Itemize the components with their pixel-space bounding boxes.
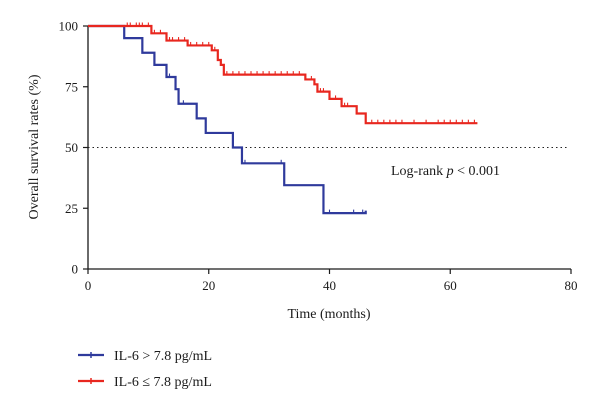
x-tick-label: 60 (444, 278, 457, 293)
series-layer (88, 22, 478, 215)
x-ticks: 0 20 40 60 80 (85, 269, 578, 293)
y-tick-label: 75 (65, 79, 78, 94)
y-tick-label: 0 (72, 262, 79, 277)
legend-label-low: IL-6 ≤ 7.8 pg/mL (114, 375, 212, 390)
legend-label-high: IL-6 > 7.8 pg/mL (114, 349, 212, 364)
annotation-prefix: Log-rank (391, 164, 447, 179)
x-tick-label: 0 (85, 278, 92, 293)
y-axis-title: Overall survival rates (%) (27, 74, 42, 219)
x-tick-label: 40 (323, 278, 336, 293)
legend: IL-6 > 7.8 pg/mL IL-6 ≤ 7.8 pg/mL (78, 349, 212, 390)
series-line-0 (88, 24, 367, 215)
legend-item-high: IL-6 > 7.8 pg/mL (78, 349, 212, 364)
y-ticks: 0 25 50 75 100 (59, 19, 88, 277)
x-tick-label: 80 (565, 278, 578, 293)
y-tick-label: 50 (65, 140, 78, 155)
x-axis-title: Time (months) (287, 307, 370, 322)
annotation-suffix: < 0.001 (454, 164, 500, 179)
log-rank-annotation: Log-rank p < 0.001 (391, 164, 500, 179)
y-tick-label: 100 (59, 19, 79, 34)
x-tick-label: 20 (202, 278, 215, 293)
legend-item-low: IL-6 ≤ 7.8 pg/mL (78, 375, 212, 390)
series-line-1 (88, 24, 478, 125)
annotation-p: p (446, 164, 454, 179)
y-tick-label: 25 (65, 201, 78, 216)
